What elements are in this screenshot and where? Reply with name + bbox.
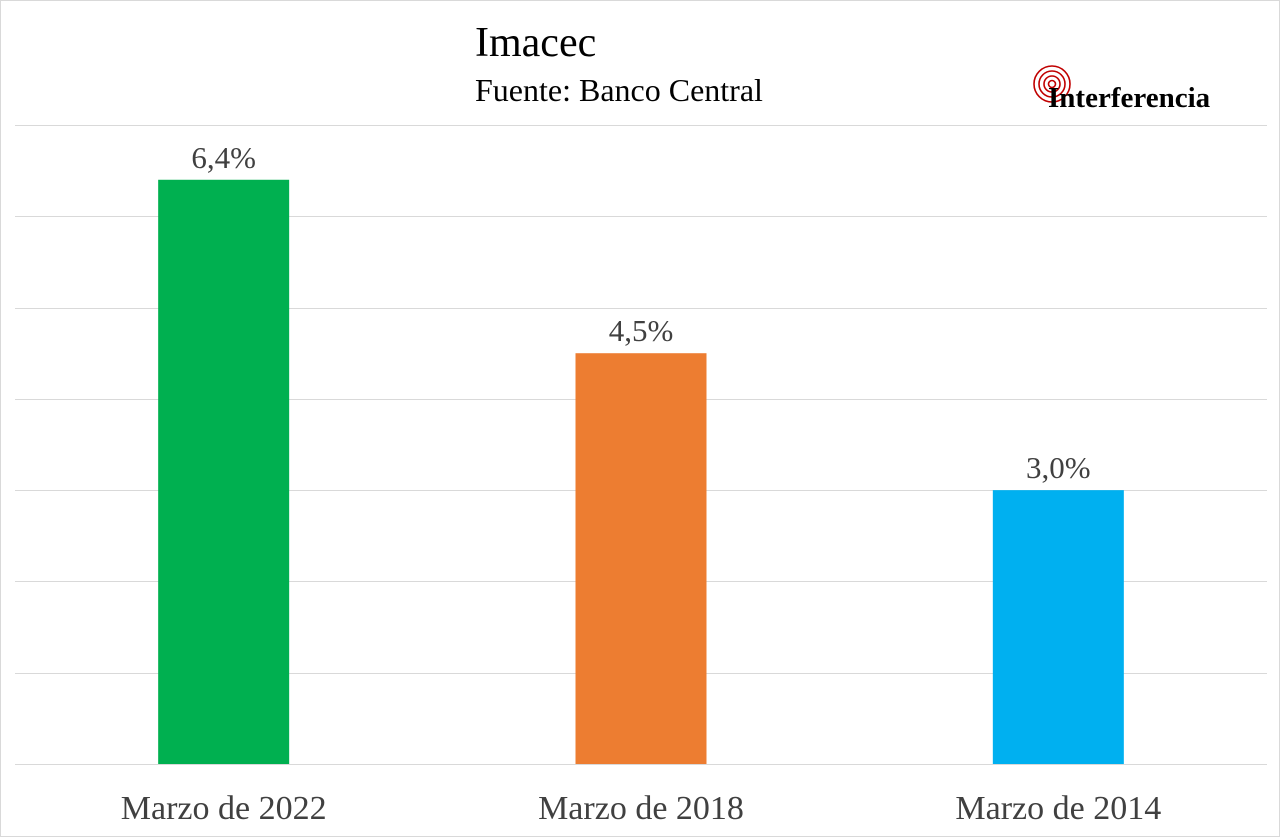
bar-value-label: 4,5%	[609, 313, 674, 348]
bar-value-label: 6,4%	[191, 140, 256, 175]
bar-value-label: 3,0%	[1026, 450, 1091, 485]
bar	[575, 353, 707, 764]
category-labels: Marzo de 2022 Marzo de 2018 Marzo de 2014	[121, 790, 1161, 827]
category-label: Marzo de 2014	[955, 790, 1161, 827]
data-labels: 6,4% 4,5% 3,0%	[191, 140, 1090, 485]
category-label: Marzo de 2022	[121, 790, 327, 827]
chart-title: Imacec	[475, 20, 596, 66]
bars	[158, 179, 1124, 764]
brand-logo-text: Interferencia	[1048, 82, 1211, 114]
bar	[158, 179, 290, 764]
category-label: Marzo de 2018	[538, 790, 744, 827]
bar	[992, 490, 1124, 764]
brand-logo: Interferencia	[1033, 65, 1211, 114]
concentric-circles-icon	[1033, 65, 1071, 103]
chart-subtitle: Fuente: Banco Central	[475, 72, 763, 108]
